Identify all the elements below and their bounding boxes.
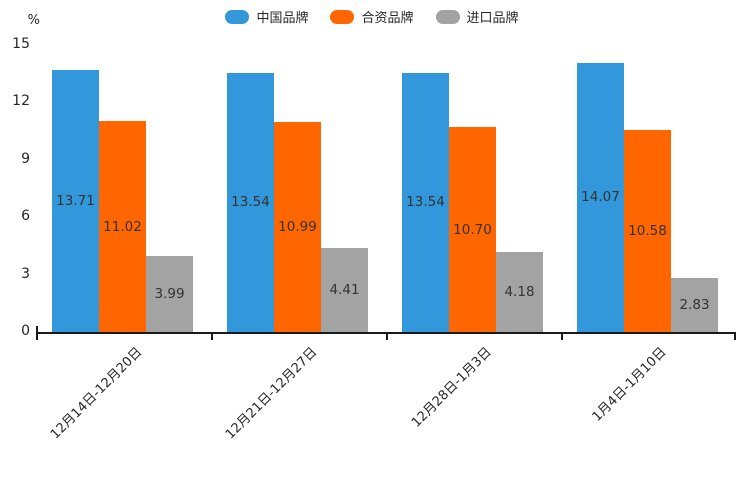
bar-s0-g3: 14.07 [577,62,624,332]
bar-s2-g2: 4.18 [496,252,543,332]
bar-value-label: 11.02 [103,218,142,235]
bar-value-label: 14.07 [581,189,620,206]
bar-s1-g1: 10.99 [274,121,321,332]
y-axis-tick-label: 9 [21,150,30,167]
legend-swatch-icon [435,9,460,24]
y-axis-tick-label: 3 [21,265,30,282]
bar-value-label: 3.99 [154,285,185,302]
bar-value-label: 13.54 [406,194,445,211]
legend-item-2: 进口品牌 [435,7,519,26]
legend: 中国品牌 合资品牌 进口品牌 [0,7,744,26]
bar-value-label: 2.83 [679,296,710,313]
legend-label: 合资品牌 [361,11,414,26]
bar-value-label: 4.41 [329,281,360,298]
x-axis-tick [36,334,38,340]
bar-s2-g1: 4.41 [321,247,368,332]
bar-value-label: 13.71 [56,192,95,209]
bar-s2-g3: 2.83 [671,277,718,332]
legend-item-0: 中国品牌 [225,7,308,26]
x-axis-tick [211,334,213,340]
y-axis-tick-label: 12 [12,93,30,110]
bar-value-label: 10.99 [278,218,317,235]
x-axis-tick [386,334,388,340]
x-axis-tick [734,334,736,340]
bar-value-label: 10.70 [453,221,492,238]
bar-s1-g3: 10.58 [624,129,671,332]
x-axis-label: 1月4日-1月10日 [589,344,670,425]
bar-s1-g2: 10.70 [449,127,496,332]
x-axis-label: 12月21日-12月27日 [222,344,320,443]
bar-s0-g0: 13.71 [52,69,99,332]
y-axis-tick-label: 15 [12,36,30,52]
legend-label: 中国品牌 [256,11,309,26]
bar-s0-g1: 13.54 [227,72,274,332]
legend-swatch-icon [225,9,250,24]
x-axis-label: 12月14日-12月20日 [47,344,145,443]
bar-s0-g2: 13.54 [402,72,449,332]
bar-s1-g0: 11.02 [99,121,146,332]
x-axis-label: 12月28日-1月3日 [409,344,495,431]
legend-label: 进口品牌 [466,11,519,26]
x-axis-tick [561,334,563,340]
bar-value-label: 4.18 [504,284,535,301]
bar-value-label: 10.58 [628,222,667,239]
x-axis-line [36,332,736,334]
legend-swatch-icon [330,9,355,24]
y-axis-zero-tick [36,326,38,332]
legend-item-1: 合资品牌 [330,7,414,26]
bar-s2-g0: 3.99 [146,255,193,332]
y-axis-unit-label: % [27,13,40,28]
plot-area: 13.71 13.54 13.54 14.07 11.02 10.99 10.70 10.58… [36,45,736,340]
y-axis-tick-label: 0 [21,323,30,339]
y-axis-tick-label: 6 [21,208,30,225]
bar-value-label: 13.54 [231,194,270,211]
